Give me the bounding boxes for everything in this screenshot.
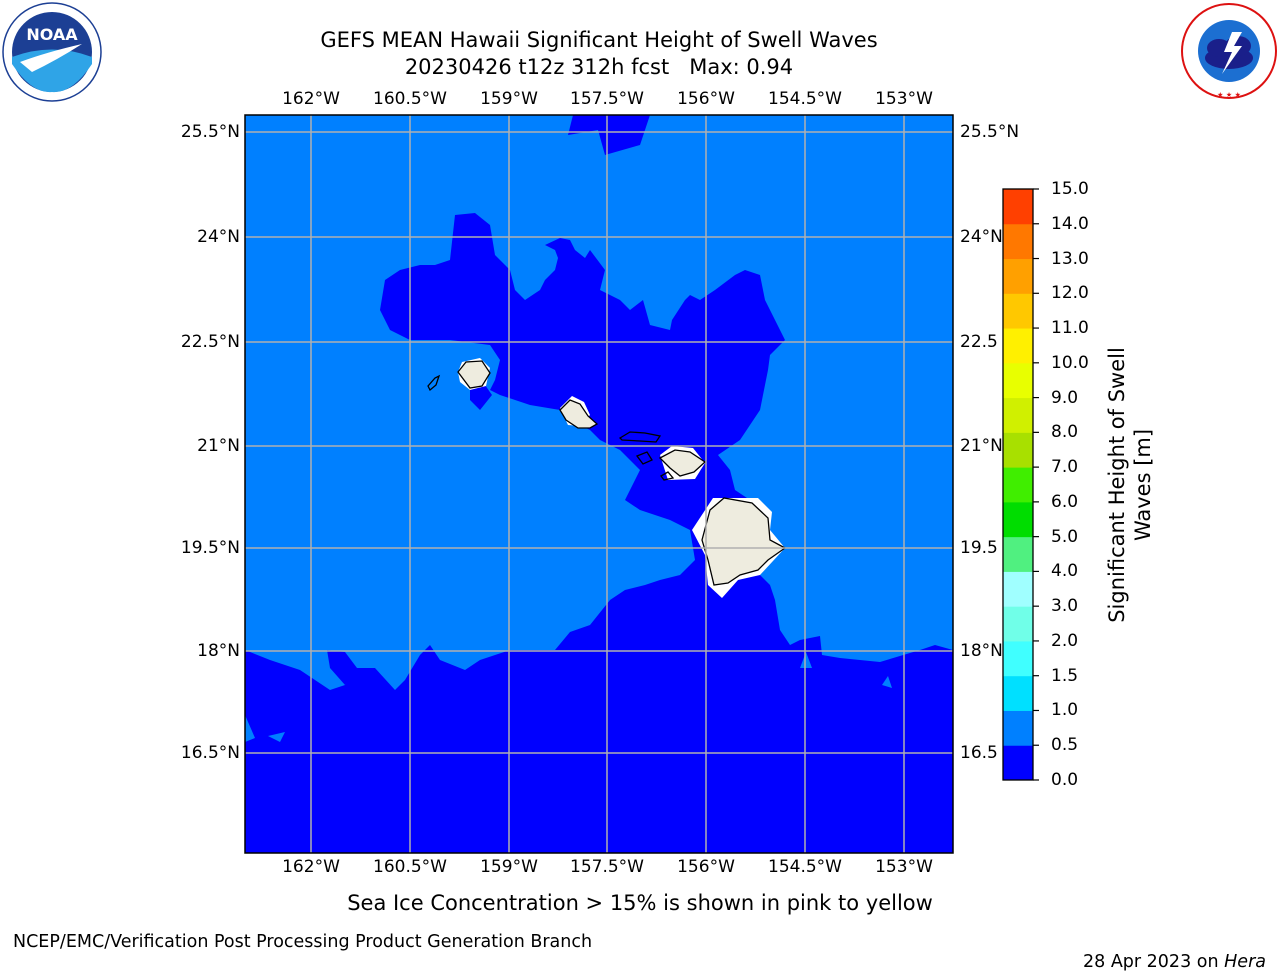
lon-tick-bottom: 153°W [875, 857, 933, 877]
lon-tick-bottom: 160.5°W [373, 857, 447, 877]
lat-tick-left: 19.5°N [180, 538, 240, 558]
colorbar-tick-label: 1.5 [1051, 665, 1079, 686]
colorbar-tick-label: 14.0 [1051, 213, 1089, 234]
colorbar-tick-label: 11.0 [1051, 318, 1089, 339]
colorbar-segment [1003, 536, 1033, 572]
lon-tick-bottom: 157.5°W [570, 857, 644, 877]
ocean-low-patch [566, 295, 590, 328]
map-title: GEFS MEAN Hawaii Significant Height of S… [320, 28, 878, 52]
nws-logo: ★ ★ ★ [1180, 2, 1278, 100]
lat-tick-left: 16.5°N [180, 743, 240, 763]
colorbar-tick-label: 10.0 [1051, 352, 1089, 373]
colorbar-segment [1003, 640, 1033, 677]
lat-tick-right: 21°N [960, 436, 1003, 456]
lon-tick-bottom: 159°W [480, 857, 538, 877]
colorbar-segment [1003, 606, 1033, 642]
colorbar-tick-label: 0.5 [1051, 735, 1079, 756]
colorbar-tick-label: 12.0 [1051, 283, 1089, 304]
colorbar-segment [1003, 745, 1033, 781]
lat-tick-right: 19.5 [960, 538, 998, 558]
lat-tick-left: 22.5°N [180, 332, 240, 352]
colorbar-segment [1003, 710, 1033, 746]
map-plot-area [245, 115, 953, 853]
colorbar-tick-label: 0.0 [1051, 770, 1079, 790]
island-hawaii [701, 497, 787, 586]
ocean-mid-patch [268, 732, 285, 742]
ocean-mid-patch [245, 715, 255, 742]
colorbar-segment [1003, 501, 1033, 538]
noaa-logo-text: NOAA [26, 25, 78, 44]
sea-ice-note: Sea Ice Concentration > 15% is shown in … [347, 891, 933, 915]
colorbar [1003, 188, 1039, 781]
colorbar-tick-label: 7.0 [1051, 457, 1079, 478]
colorbar-tick-label: 5.0 [1051, 526, 1079, 547]
ocean-low-patch [327, 650, 357, 685]
lon-tick-top: 156°W [677, 89, 735, 109]
colorbar-tick-label: 4.0 [1051, 561, 1079, 582]
colorbar-segment [1003, 432, 1033, 468]
island-lanai [635, 451, 653, 465]
lon-tick-bottom: 156°W [677, 857, 735, 877]
colorbar-segment [1003, 223, 1033, 260]
colorbar-tick-label: 1.0 [1051, 700, 1079, 721]
colorbar-tick-label: 3.0 [1051, 596, 1079, 617]
host-name: Hera [1224, 952, 1266, 972]
lon-tick-top: 154.5°W [768, 89, 842, 109]
colorbar-frame [1002, 188, 1034, 781]
island-niihau [427, 374, 441, 392]
colorbar-title-line1: Significant Height of Swell [1105, 347, 1129, 623]
lat-tick-right: 18°N [960, 641, 1003, 661]
island-kauai [457, 360, 491, 389]
lat-tick-right: 16.5 [960, 743, 998, 763]
island-oahu [559, 399, 599, 429]
colorbar-tick-label: 8.0 [1051, 422, 1079, 443]
map-subtitle: 20230426 t12z 312h fcst Max: 0.94 [404, 55, 794, 79]
run-date-text: 28 Apr 2023 on [1083, 952, 1225, 972]
colorbar-segment [1003, 189, 1033, 225]
colorbar-segment [1003, 571, 1033, 607]
ocean-mid-patch [882, 676, 892, 688]
lat-tick-left: 18°N [197, 641, 240, 661]
colorbar-segment [1003, 397, 1033, 433]
lon-tick-top: 162°W [282, 89, 340, 109]
lon-tick-top: 153°W [875, 89, 933, 109]
lat-tick-right: 22.5 [960, 332, 998, 352]
run-date: 28 Apr 2023 on Hera [1072, 932, 1266, 972]
lat-tick-left: 24°N [197, 227, 240, 247]
colorbar-tick-label: 9.0 [1051, 387, 1079, 408]
colorbar-tick-label: 13.0 [1051, 248, 1089, 269]
ocean-low-patch [470, 385, 492, 410]
svg-text:★ ★ ★: ★ ★ ★ [1217, 91, 1241, 99]
island-kahoolawe [660, 471, 675, 481]
colorbar-tick-label: 2.0 [1051, 630, 1079, 651]
colorbar-segment [1003, 362, 1033, 399]
branch-credit: NCEP/EMC/Verification Post Processing Pr… [13, 932, 593, 952]
colorbar-tick-label: 6.0 [1051, 491, 1079, 512]
colorbar-segment [1003, 328, 1033, 364]
colorbar-segment [1003, 293, 1033, 329]
lat-tick-left: 21°N [197, 436, 240, 456]
island-maui [658, 449, 707, 477]
colorbar-segment [1003, 675, 1033, 711]
lon-tick-top: 159°W [480, 89, 538, 109]
ocean-mid-patch [800, 652, 812, 668]
colorbar-segment [1003, 258, 1033, 294]
lat-tick-left: 25.5°N [180, 122, 240, 142]
map-frame [244, 114, 954, 854]
graticule [245, 115, 953, 853]
lat-tick-right: 25.5°N [960, 122, 1020, 142]
lon-tick-top: 157.5°W [570, 89, 644, 109]
colorbar-segment [1003, 467, 1033, 503]
lat-tick-right: 24°N [960, 227, 1003, 247]
noaa-logo: NOAA [2, 2, 102, 102]
colorbar-tick-label: 15.0 [1051, 179, 1089, 199]
lon-tick-top: 160.5°W [373, 89, 447, 109]
colorbar-title-line2: Waves [m] [1131, 429, 1155, 541]
lon-tick-bottom: 162°W [282, 857, 340, 877]
island-molokai [618, 431, 662, 443]
lon-tick-bottom: 154.5°W [768, 857, 842, 877]
